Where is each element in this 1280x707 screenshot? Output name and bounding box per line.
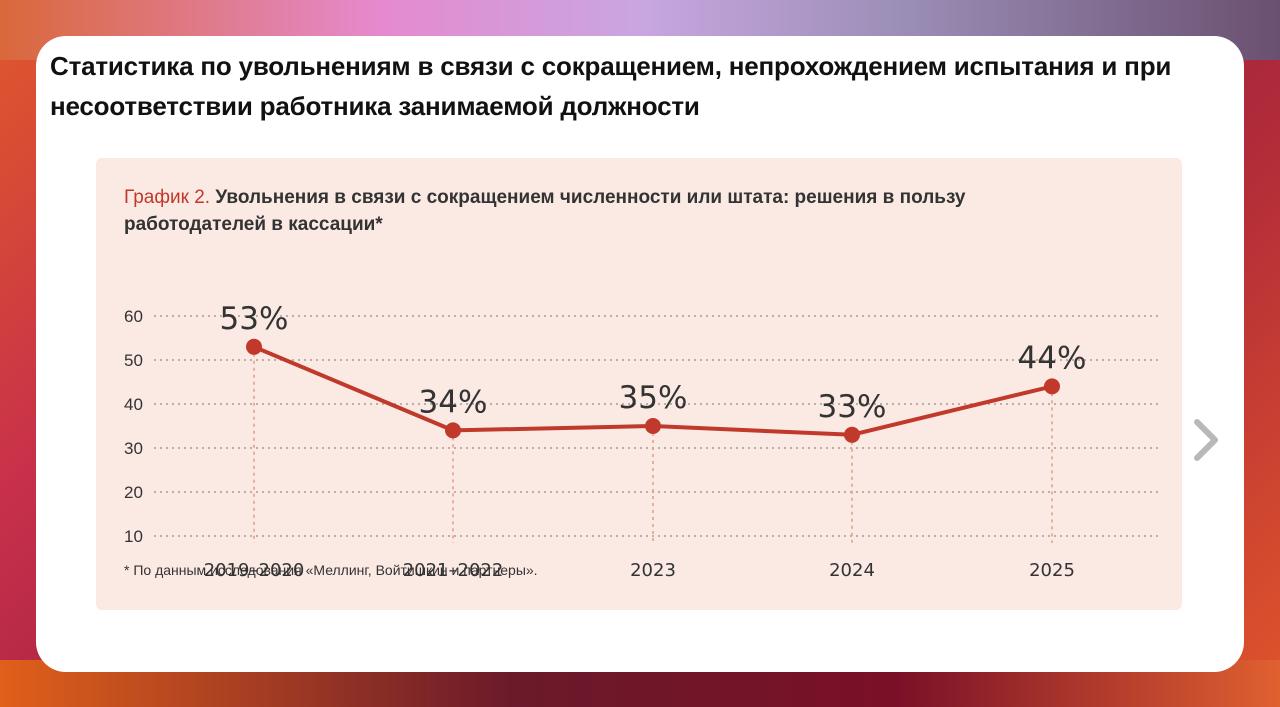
data-point	[445, 422, 461, 439]
x-tick-label: 2019–2020	[204, 560, 305, 581]
data-label: 33%	[818, 389, 887, 425]
y-tick-label: 60	[124, 307, 143, 326]
y-tick-label: 20	[124, 483, 143, 502]
chart-heading-text: Увольнения в связи с сокращением численн…	[124, 187, 966, 235]
chart-heading: График 2. Увольнения в связи с сокращени…	[124, 184, 1024, 238]
footnote: * По данным исследования «Меллинг, Войти…	[124, 562, 538, 578]
y-tick-labels: 10 20 30 40 50 60	[124, 307, 143, 546]
chart-heading-label: График 2.	[124, 187, 211, 208]
x-tick-label: 2025	[1029, 560, 1075, 581]
drop-lines	[253, 346, 1053, 543]
data-points	[246, 338, 1060, 443]
next-slide-button[interactable]	[1186, 410, 1226, 470]
x-tick-labels: 2019–2020 2021–2022 2023 2024 2025	[204, 560, 1075, 581]
x-tick-label: 2021–2022	[403, 560, 504, 581]
data-point	[844, 426, 860, 443]
data-label: 53%	[220, 301, 289, 337]
y-tick-label: 40	[124, 395, 143, 414]
x-tick-label: 2023	[630, 560, 676, 581]
data-point	[246, 338, 262, 355]
chevron-right-icon	[1194, 419, 1218, 461]
x-tick-label: 2024	[829, 560, 875, 581]
data-label: 35%	[619, 380, 688, 416]
data-label: 34%	[419, 384, 488, 420]
data-point	[645, 418, 661, 434]
data-point	[1044, 378, 1060, 395]
data-label: 44%	[1018, 340, 1087, 376]
y-tick-label: 30	[124, 439, 143, 458]
page-title: Статистика по увольнениям в связи с сокр…	[50, 51, 1172, 121]
y-tick-label: 50	[124, 351, 143, 370]
y-tick-label: 10	[124, 527, 143, 546]
slide-card: Статистика по увольнениям в связи с сокр…	[36, 36, 1244, 672]
data-labels: 53% 34% 35% 33% 44%	[220, 301, 1087, 425]
chart-panel: График 2. Увольнения в связи с сокращени…	[96, 158, 1182, 610]
